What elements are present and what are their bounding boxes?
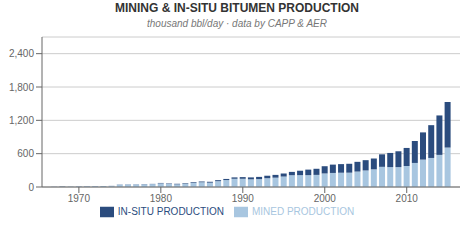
svg-text:2,400: 2,400 [9, 48, 34, 59]
svg-text:1970: 1970 [68, 193, 91, 204]
html-text:MINING & IN-SITU BITUMEN PRODU: MINING & IN-SITU BITUMEN PRODUCTION [115, 1, 359, 15]
svg-text:1990: 1990 [232, 193, 255, 204]
svg-text:0: 0 [28, 182, 34, 193]
html-text:IN-SITU PRODUCTION: IN-SITU PRODUCTION [117, 205, 224, 217]
svg-text:1,200: 1,200 [9, 115, 34, 126]
svg-text:1980: 1980 [150, 193, 173, 204]
svg-text:2010: 2010 [396, 193, 419, 204]
svg-text:600: 600 [17, 148, 34, 159]
html-text:MINED PRODUCTION: MINED PRODUCTION [251, 205, 355, 217]
html-text:thousand bbl/day · data by CAP: thousand bbl/day · data by CAPP & AER [147, 18, 327, 29]
svg-text:2000: 2000 [314, 193, 337, 204]
svg-text:1,800: 1,800 [9, 82, 34, 93]
